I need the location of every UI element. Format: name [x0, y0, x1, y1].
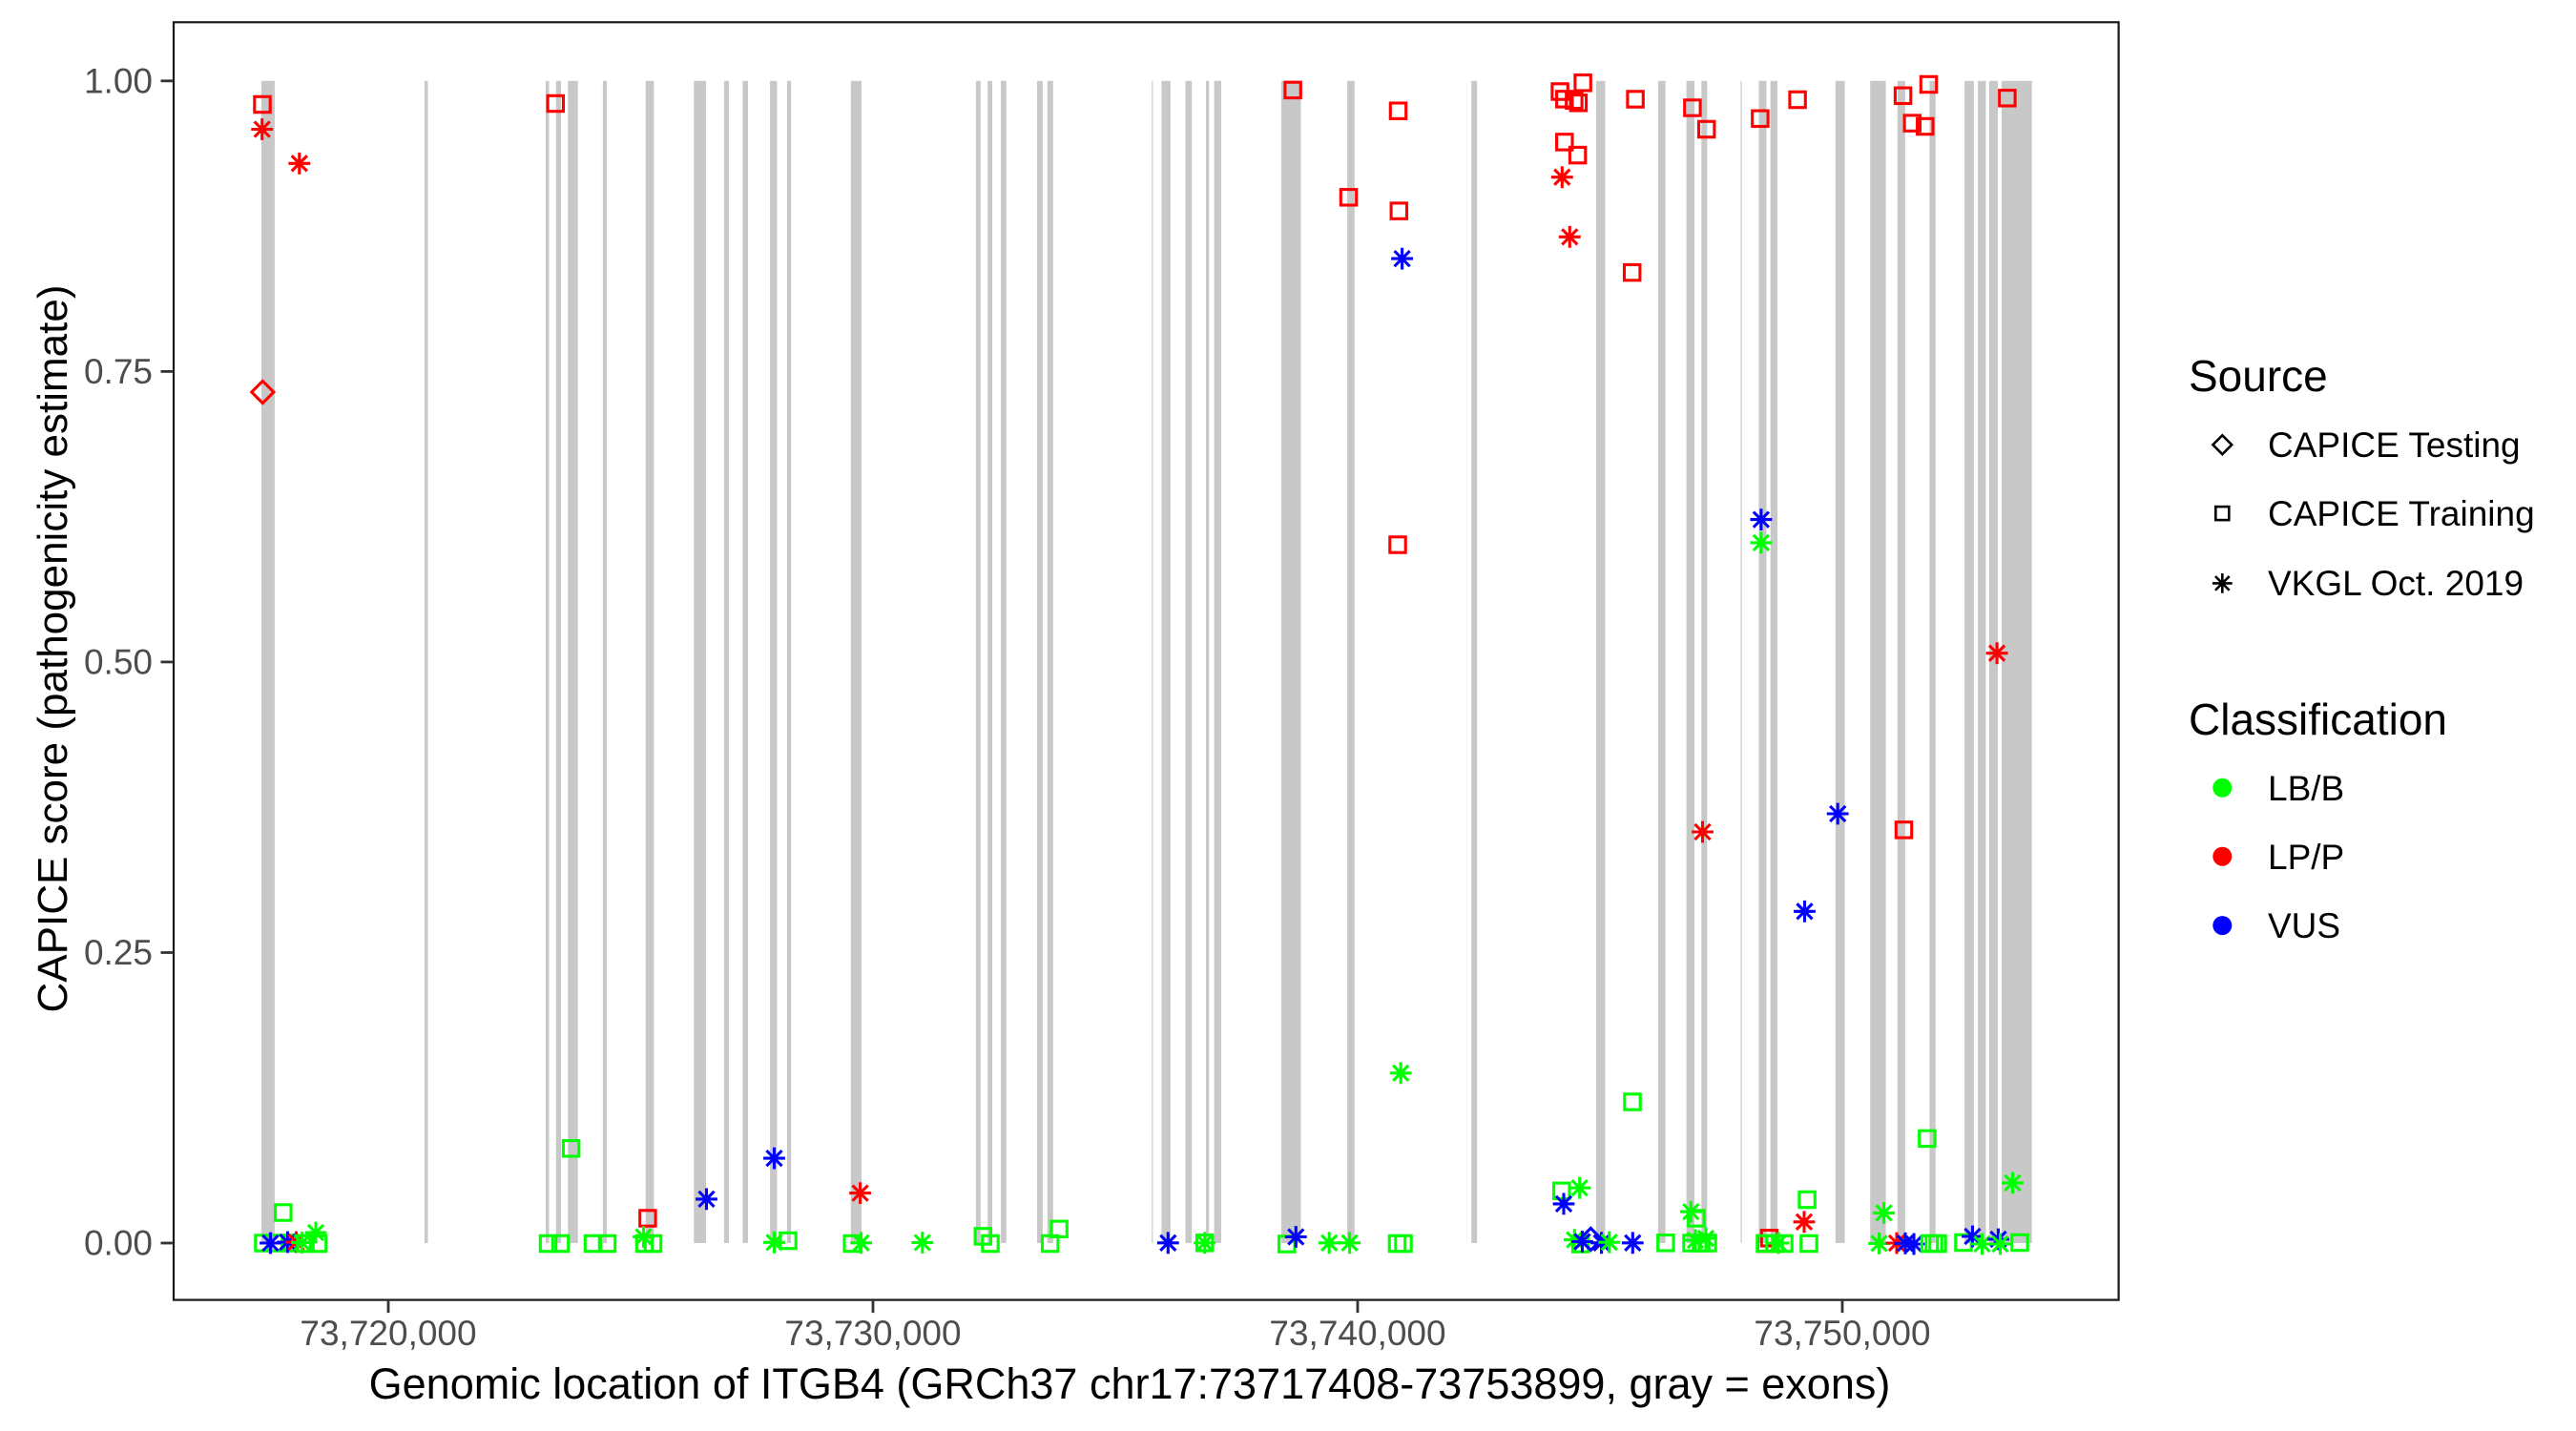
- svg-text:Classification: Classification: [2189, 695, 2447, 744]
- svg-text:73,740,000: 73,740,000: [1269, 1314, 1445, 1353]
- svg-text:0.25: 0.25: [84, 933, 153, 972]
- svg-text:73,730,000: 73,730,000: [784, 1314, 961, 1353]
- svg-text:0.75: 0.75: [84, 352, 153, 391]
- svg-text:LP/P: LP/P: [2268, 838, 2344, 877]
- svg-text:CAPICE Training: CAPICE Training: [2268, 494, 2535, 533]
- svg-text:0.00: 0.00: [84, 1224, 153, 1263]
- svg-text:VKGL Oct. 2019: VKGL Oct. 2019: [2268, 564, 2524, 603]
- svg-text:73,750,000: 73,750,000: [1754, 1314, 1930, 1353]
- svg-text:CAPICE score (pathogenicity es: CAPICE score (pathogenicity estimate): [30, 285, 76, 1013]
- svg-text:1.00: 1.00: [84, 61, 153, 100]
- svg-text:Genomic location of ITGB4 (GRC: Genomic location of ITGB4 (GRCh37 chr17:…: [369, 1359, 1891, 1408]
- svg-text:0.50: 0.50: [84, 642, 153, 681]
- svg-text:LB/B: LB/B: [2268, 769, 2344, 808]
- svg-text:CAPICE Testing: CAPICE Testing: [2268, 425, 2521, 465]
- svg-text:VUS: VUS: [2268, 906, 2340, 945]
- svg-text:Source: Source: [2189, 351, 2328, 401]
- svg-text:73,720,000: 73,720,000: [300, 1314, 476, 1353]
